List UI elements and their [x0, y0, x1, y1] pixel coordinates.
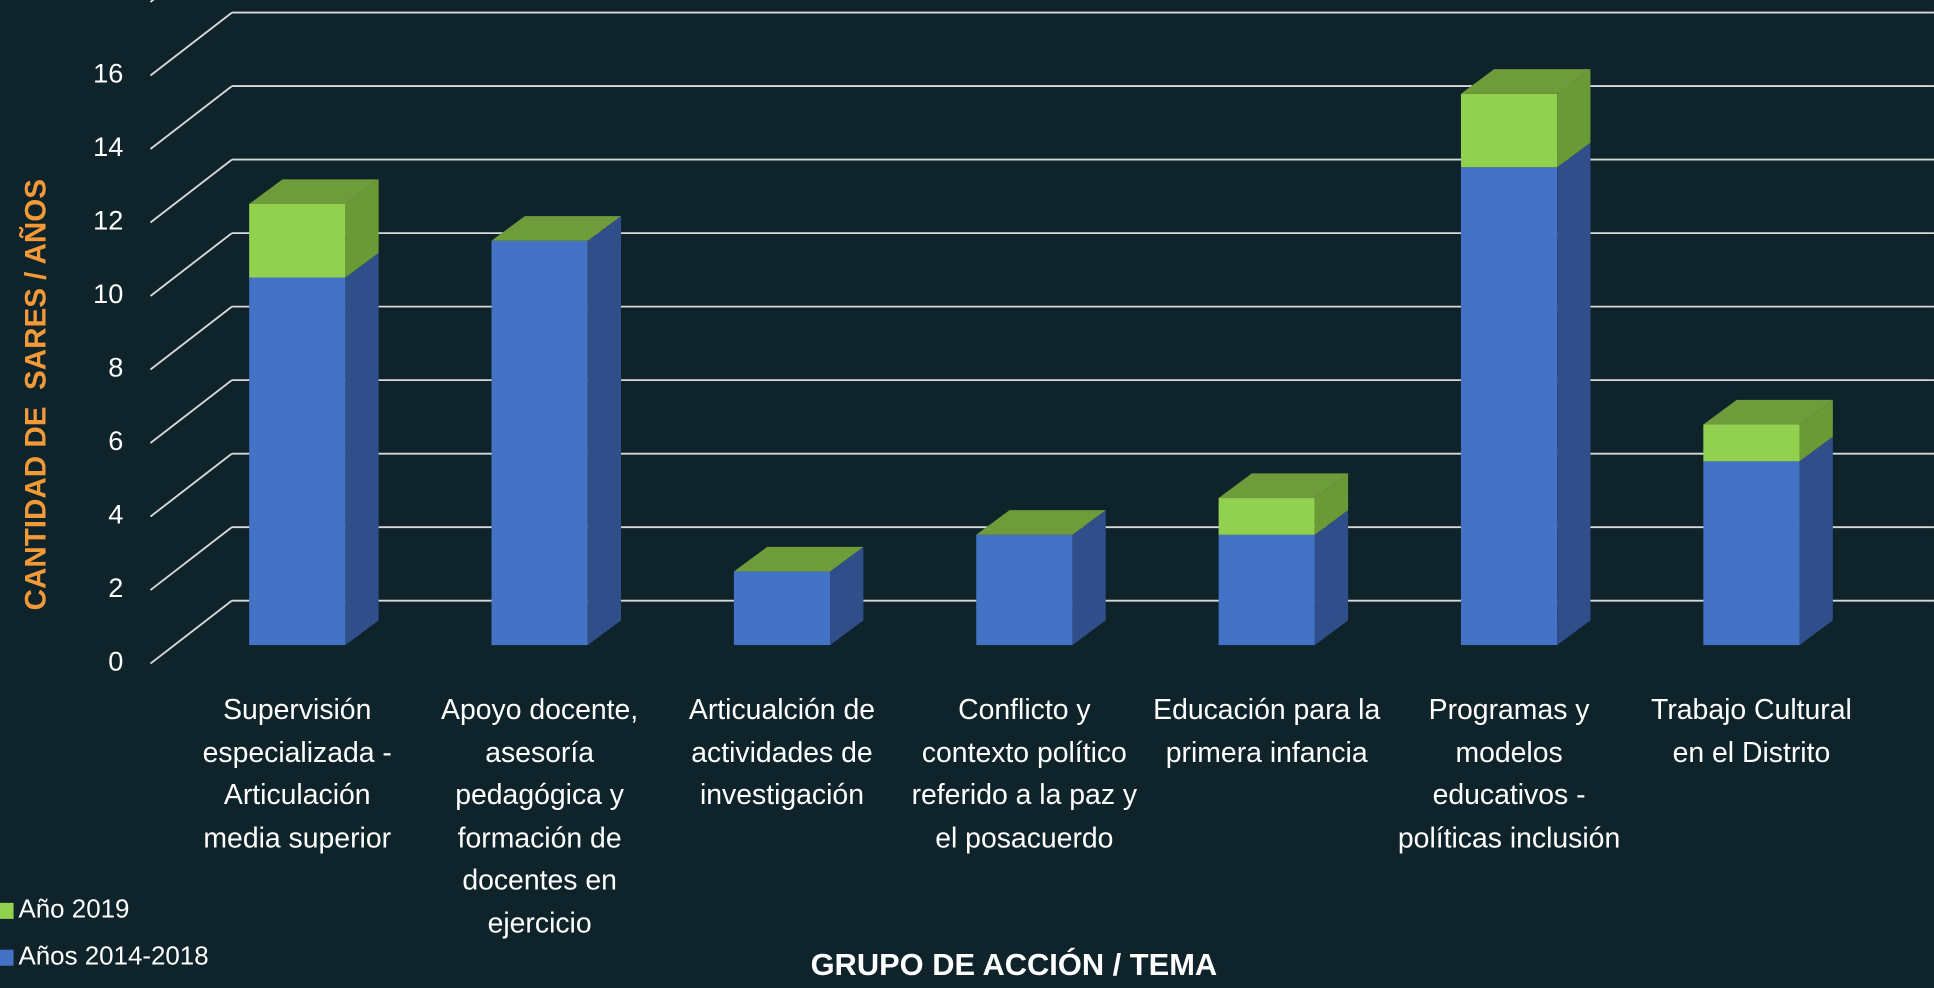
plot-frame	[150, 0, 231, 2]
bar-side	[588, 216, 621, 645]
bar-side	[1800, 437, 1833, 645]
chart: 0 2 4 6 8 10 12 14 16 CANTIDAD DE SARES / AÑOS G…	[0, 0, 1934, 988]
bar	[1219, 535, 1315, 645]
y-tick-label: 8	[108, 352, 123, 383]
legend-item: Años 2014-2018	[0, 942, 209, 972]
bar	[1461, 167, 1557, 645]
y-tick-label: 6	[108, 425, 123, 456]
bar	[976, 535, 1072, 645]
bar	[734, 572, 830, 646]
y-tick-label: 14	[93, 131, 123, 162]
legend-label: Año 2019	[19, 895, 130, 925]
x-tick-label: Apoyo docente, asesoría pedagógica y for…	[425, 688, 654, 943]
bar	[492, 241, 588, 645]
bar	[249, 278, 345, 646]
bar-side	[1557, 143, 1590, 645]
legend-label: Años 2014-2018	[19, 942, 209, 972]
y-axis-title: CANTIDAD DE SARES / AÑOS	[20, 179, 55, 610]
y-tick-label: 12	[93, 205, 123, 236]
legend-swatch	[0, 902, 14, 918]
x-tick-label: Conflicto y contexto político referido a…	[910, 688, 1139, 858]
grid-line	[150, 13, 231, 76]
bar	[1703, 425, 1799, 462]
bar-side	[345, 253, 378, 645]
bar	[249, 204, 345, 278]
y-tick-label: 0	[108, 646, 123, 677]
grid-line	[150, 601, 231, 664]
grid-line	[150, 454, 231, 517]
legend-item: Año 2019	[0, 895, 129, 925]
bar	[1219, 498, 1315, 535]
y-tick-label: 4	[108, 499, 123, 530]
grid-line	[150, 380, 231, 443]
legend-swatch	[0, 949, 14, 965]
x-tick-label: Trabajo Cultural en el Distrito	[1637, 688, 1866, 773]
grid-line	[150, 160, 231, 223]
x-tick-label: Programas y modelos educativos - polític…	[1394, 688, 1623, 858]
y-tick-label: 10	[93, 278, 123, 309]
x-tick-label: Articualción de actividades de investiga…	[667, 688, 896, 816]
x-axis-title: GRUPO DE ACCIÓN / TEMA	[811, 948, 1218, 984]
grid-line	[150, 86, 231, 149]
x-tick-label: Educación para la primera infancia	[1152, 688, 1381, 773]
y-tick-label: 16	[93, 58, 123, 89]
grid-line	[150, 527, 231, 590]
grid-line	[150, 233, 231, 296]
x-tick-label: Supervisión especializada - Articulación…	[183, 688, 412, 858]
bar	[1461, 94, 1557, 168]
page: {"chart_data": {"type": "bar3d-stacked",…	[0, 0, 1934, 988]
y-tick-label: 2	[108, 572, 123, 603]
grid-line	[150, 307, 231, 370]
bar	[1703, 461, 1799, 645]
